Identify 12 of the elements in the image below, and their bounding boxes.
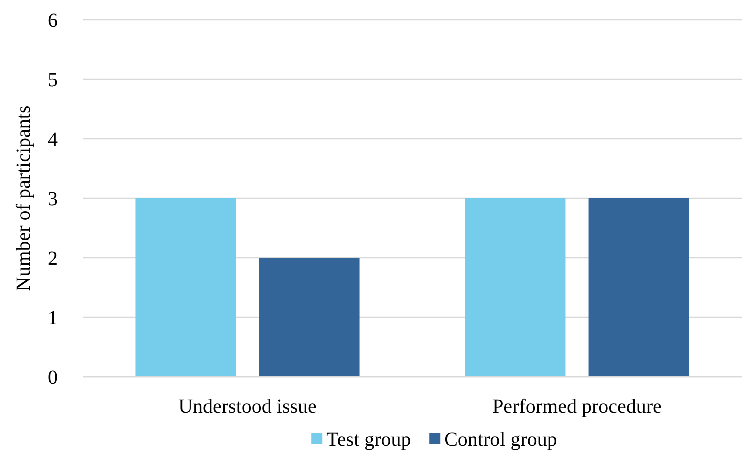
y-tick-label: 5 bbox=[48, 70, 58, 92]
x-tick-label: Performed procedure bbox=[492, 396, 662, 418]
y-tick-label: 2 bbox=[48, 248, 58, 270]
legend-label: Control group bbox=[444, 429, 558, 451]
y-axis-title: Number of participants bbox=[13, 106, 35, 292]
x-tick-label: Understood issue bbox=[178, 396, 318, 418]
y-tick-label: 6 bbox=[48, 10, 58, 32]
y-tick-label: 1 bbox=[48, 308, 58, 330]
y-tick-label: 3 bbox=[48, 188, 58, 210]
y-tick-label: 0 bbox=[48, 367, 58, 389]
legend-label: Test group bbox=[326, 429, 412, 451]
y-tick-label: 4 bbox=[48, 129, 58, 151]
